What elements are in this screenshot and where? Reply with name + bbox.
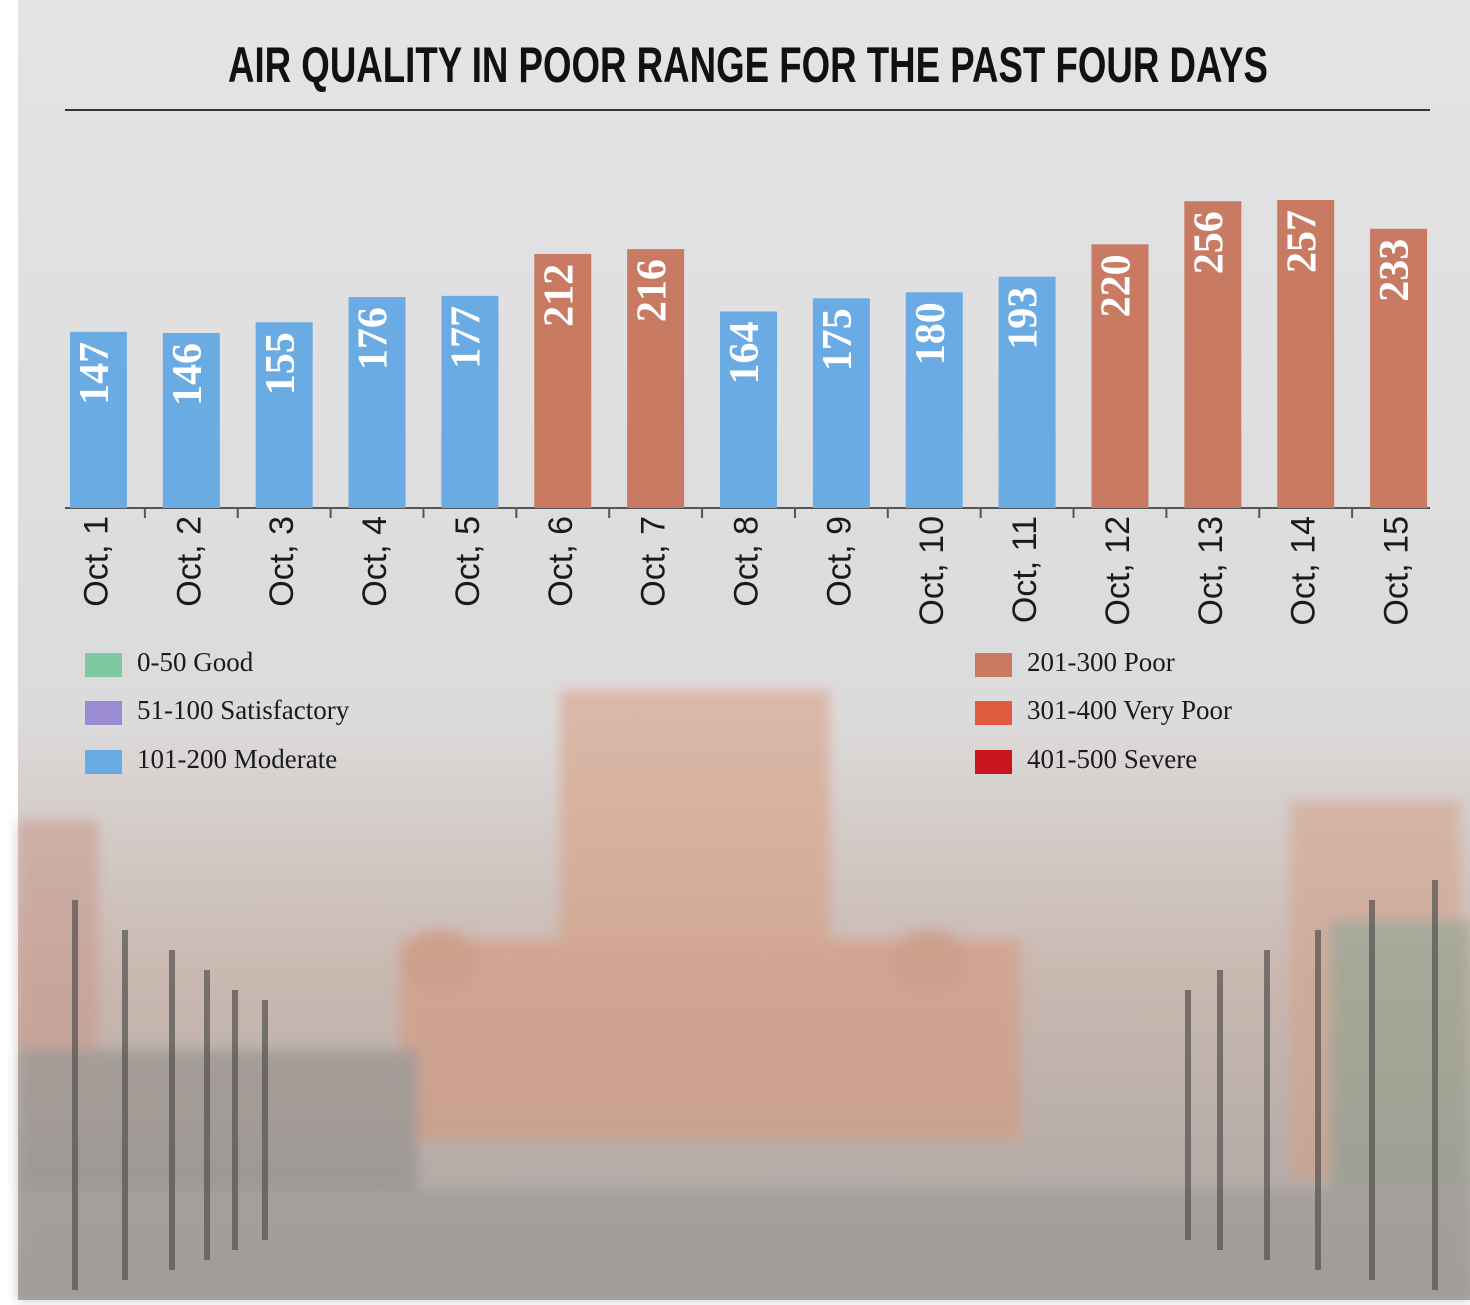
x-tick-label: Oct, 4 — [356, 516, 394, 607]
legend-swatch — [975, 701, 1012, 725]
value-label: 180 — [908, 302, 954, 365]
legend-label: 201-300 Poor — [1027, 647, 1175, 677]
value-label: 216 — [629, 259, 675, 322]
legend-label: 101-200 Moderate — [137, 744, 337, 774]
x-tick-label: Oct, 8 — [727, 516, 765, 607]
value-label: 212 — [536, 264, 582, 327]
x-tick-label: Oct, 7 — [635, 516, 673, 607]
value-label: 233 — [1372, 239, 1418, 302]
value-label: 177 — [444, 306, 490, 369]
x-tick-label: Oct, 11 — [1006, 516, 1044, 623]
x-tick-label: Oct, 15 — [1378, 516, 1416, 626]
x-tick-label: Oct, 6 — [542, 516, 580, 607]
value-label: 146 — [165, 343, 211, 406]
value-label: 220 — [1094, 254, 1140, 317]
legend-label: 401-500 Severe — [1027, 744, 1197, 774]
chart: AIR QUALITY IN POOR RANGE FOR THE PAST F… — [0, 0, 1470, 1305]
legend-swatch — [85, 701, 122, 725]
x-tick-label: Oct, 13 — [1192, 516, 1230, 626]
x-tick-label: Oct, 12 — [1099, 516, 1137, 626]
value-label: 176 — [351, 307, 397, 370]
value-label: 256 — [1186, 211, 1232, 274]
legend-swatch — [85, 653, 122, 677]
chart-title: AIR QUALITY IN POOR RANGE FOR THE PAST F… — [228, 37, 1268, 93]
legend-swatch — [975, 750, 1012, 774]
value-label: 175 — [815, 308, 861, 371]
x-tick-label: Oct, 14 — [1285, 516, 1323, 626]
value-label: 257 — [1279, 210, 1325, 273]
legend-swatch — [85, 750, 122, 774]
legend-swatch — [975, 653, 1012, 677]
value-label: 155 — [258, 332, 304, 395]
x-tick-label: Oct, 2 — [170, 516, 208, 607]
value-label: 147 — [72, 342, 118, 405]
x-tick-label: Oct, 5 — [449, 516, 487, 607]
legend-label: 51-100 Satisfactory — [137, 695, 350, 725]
x-tick-label: Oct, 9 — [820, 516, 858, 607]
x-tick-label: Oct, 3 — [263, 516, 301, 607]
value-label: 164 — [722, 321, 768, 384]
x-tick-label: Oct, 10 — [913, 516, 951, 626]
legend-label: 0-50 Good — [137, 647, 254, 677]
legend-label: 301-400 Very Poor — [1027, 695, 1232, 725]
x-tick-label: Oct, 1 — [77, 516, 115, 607]
value-label: 193 — [1001, 287, 1047, 350]
